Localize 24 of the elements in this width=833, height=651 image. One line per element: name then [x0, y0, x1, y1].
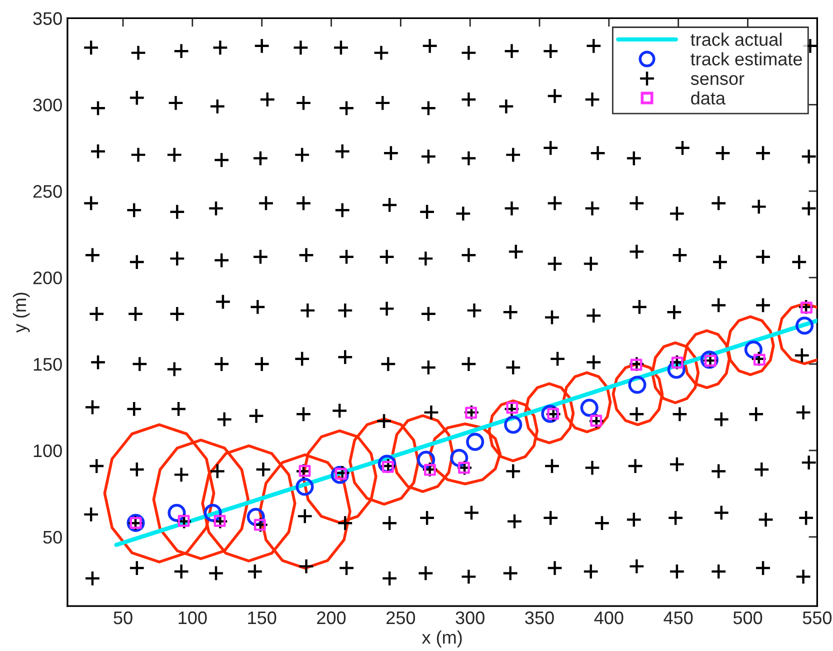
- x-tick-label: 450: [664, 611, 693, 624]
- x-tick-label: 150: [248, 611, 276, 624]
- legend-label: data: [691, 91, 726, 105]
- legend-label: sensor: [690, 75, 744, 86]
- x-tick-label: 350: [525, 611, 554, 624]
- x-tick-label: 50: [114, 611, 132, 624]
- x-tick-label: 100: [178, 611, 207, 624]
- y-tick-label: 150: [34, 358, 62, 371]
- x-tick-label: 400: [594, 611, 624, 624]
- y-axis-title: y (m): [12, 292, 30, 333]
- x-tick-label: 250: [386, 611, 416, 624]
- legend-label: track actual: [690, 32, 782, 46]
- y-tick-label: 350: [33, 12, 62, 25]
- x-tick-label: 300: [456, 611, 484, 624]
- legend-label: track estimate: [690, 52, 802, 66]
- y-tick-label: 100: [34, 444, 62, 458]
- y-tick-label: 200: [33, 272, 62, 284]
- x-tick-label: 200: [317, 611, 346, 624]
- y-tick-label: 300: [33, 98, 62, 112]
- y-tick-label: 50: [43, 530, 62, 544]
- y-tick-label: 250: [33, 185, 62, 198]
- x-axis-title: x (m): [422, 630, 462, 648]
- x-tick-label: 500: [733, 611, 762, 624]
- x-tick-label: 550: [802, 611, 832, 624]
